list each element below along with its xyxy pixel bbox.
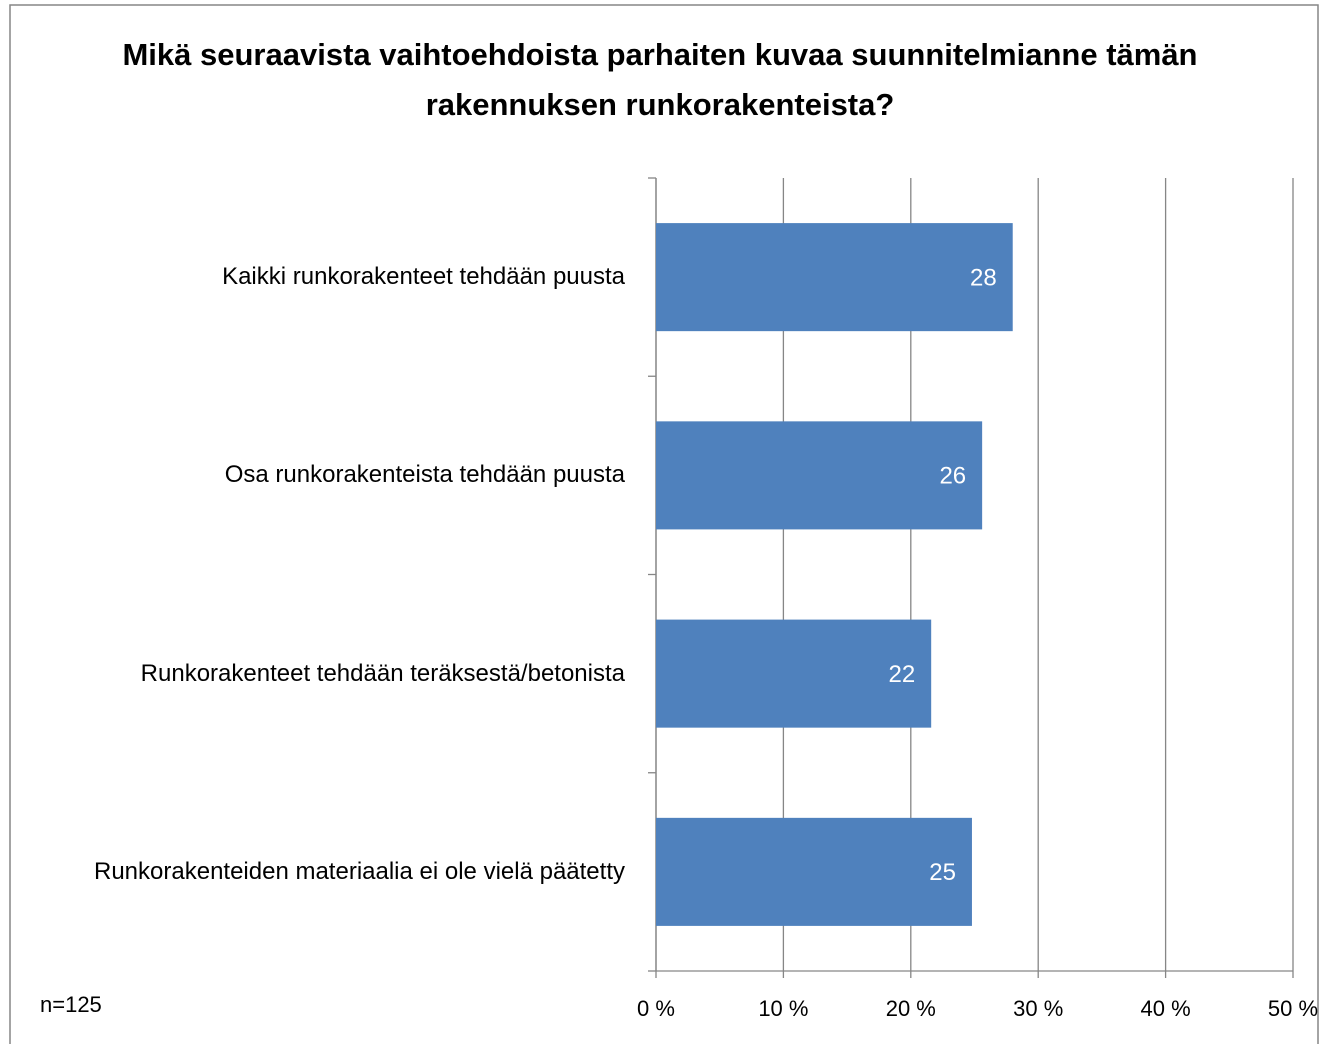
data-label: 22 — [888, 661, 915, 688]
x-tick-label: 20 % — [886, 996, 936, 1021]
category-label: Osa runkorakenteista tehdään puusta — [224, 461, 625, 489]
data-label: 25 — [929, 859, 956, 886]
chart-title: Mikä seuraavista vaihtoehdoista parhaite… — [122, 37, 1198, 122]
bar — [656, 223, 1013, 332]
x-tick-label: 40 % — [1141, 996, 1191, 1021]
category-label: Runkorakenteiden materiaalia ei ole viel… — [94, 857, 625, 885]
category-label: Kaikki runkorakenteet tehdään puusta — [222, 263, 625, 291]
chart-border — [9, 4, 1319, 1044]
annotation: n=125 — [40, 992, 102, 1017]
bar — [656, 817, 972, 926]
x-tick-label: 10 % — [758, 996, 808, 1021]
category-label: Runkorakenteet tehdään teräksestä/betoni… — [140, 659, 625, 687]
data-label: 26 — [939, 463, 966, 490]
x-tick-label: 30 % — [1013, 996, 1063, 1021]
data-label: 28 — [970, 264, 997, 291]
bar — [656, 421, 983, 530]
x-tick-label: 50 % — [1268, 996, 1318, 1021]
x-tick-label: 0 % — [637, 996, 675, 1021]
bar — [656, 619, 932, 728]
